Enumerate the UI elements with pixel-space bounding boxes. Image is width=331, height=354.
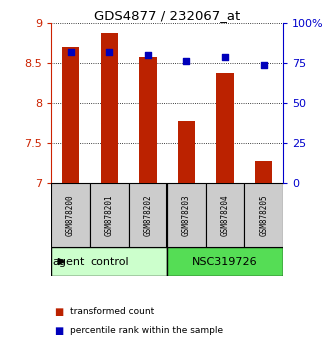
Bar <box>167 247 283 276</box>
Text: transformed count: transformed count <box>70 307 154 316</box>
Text: GSM878204: GSM878204 <box>220 194 230 236</box>
Bar <box>90 183 128 247</box>
Bar <box>62 47 79 183</box>
Point <box>261 62 266 68</box>
Text: GSM878202: GSM878202 <box>143 194 152 236</box>
Point <box>145 52 151 58</box>
Bar <box>178 121 195 183</box>
Text: agent: agent <box>52 257 84 267</box>
Point <box>222 54 228 59</box>
Text: ■: ■ <box>55 307 64 316</box>
Title: GDS4877 / 232067_at: GDS4877 / 232067_at <box>94 9 240 22</box>
Text: GSM878200: GSM878200 <box>66 194 75 236</box>
Point <box>107 49 112 55</box>
Bar <box>128 183 167 247</box>
Bar <box>101 33 118 183</box>
Bar <box>216 73 234 183</box>
Text: percentile rank within the sample: percentile rank within the sample <box>70 326 223 336</box>
Bar <box>51 183 90 247</box>
Text: GSM878205: GSM878205 <box>259 194 268 236</box>
Text: GSM878203: GSM878203 <box>182 194 191 236</box>
Text: control: control <box>90 257 128 267</box>
Bar <box>167 183 206 247</box>
Point <box>68 49 73 55</box>
Text: ■: ■ <box>55 326 64 336</box>
Text: NSC319726: NSC319726 <box>192 257 258 267</box>
Point <box>184 58 189 64</box>
Bar <box>244 183 283 247</box>
Text: GSM878201: GSM878201 <box>105 194 114 236</box>
Bar <box>206 183 244 247</box>
Bar <box>255 161 272 183</box>
Bar <box>51 247 167 276</box>
Bar <box>139 57 157 183</box>
